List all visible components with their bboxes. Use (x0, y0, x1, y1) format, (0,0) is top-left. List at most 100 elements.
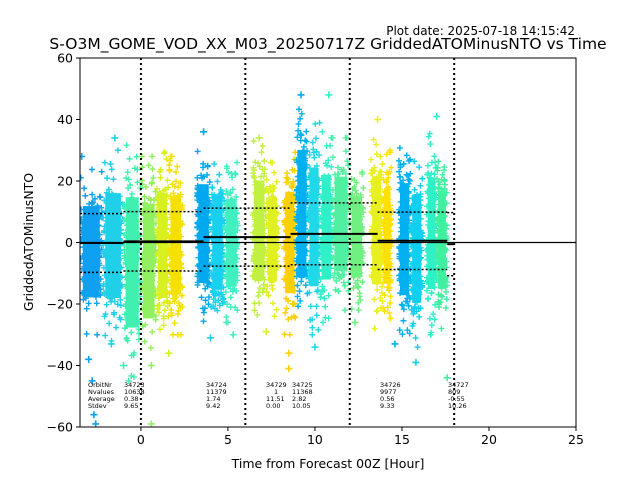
stats-cell: 11368 (292, 388, 313, 396)
scatter-point (378, 213, 385, 220)
scatter-point (357, 247, 364, 254)
scatter-point (140, 288, 147, 295)
scatter-point (405, 302, 412, 309)
scatter-point (381, 292, 388, 299)
scatter-point (203, 171, 210, 178)
scatter-point (85, 226, 92, 233)
scatter-point (97, 194, 104, 201)
scatter-point (194, 148, 201, 155)
scatter-point (273, 246, 280, 253)
scatter-point (309, 331, 316, 338)
scatter-point (124, 169, 131, 176)
scatter-point (175, 255, 182, 262)
outlier-point (433, 112, 441, 120)
outlier-point (147, 420, 155, 427)
scatter-point (412, 197, 419, 204)
x-axis-ticks: 0 5 10 15 20 25 (137, 427, 584, 447)
scatter-point (130, 222, 137, 229)
scatter-point (295, 127, 302, 134)
scatter-point (122, 283, 129, 290)
scatter-point (370, 136, 377, 143)
scatter-point (416, 313, 423, 320)
scatter-point (327, 224, 334, 231)
scatter-point (282, 207, 289, 214)
outlier-point (88, 377, 96, 385)
scatter-point (387, 293, 394, 300)
scatter-point (431, 153, 438, 160)
outlier-point (262, 328, 270, 336)
scatter-point (136, 293, 143, 300)
scatter-point (101, 159, 108, 166)
scatter-point (288, 183, 295, 190)
scatter-point (108, 278, 115, 285)
scatter-point (312, 135, 319, 142)
scatter-point (408, 203, 415, 210)
scatter-point (265, 292, 272, 299)
scatter-point (230, 209, 237, 216)
scatter-point (369, 192, 376, 199)
scatter-point (408, 306, 415, 313)
scatter-point (113, 324, 120, 331)
scatter-point (300, 253, 307, 260)
outlier-point (229, 331, 237, 339)
scatter-point (103, 301, 110, 308)
scatter-point (356, 293, 363, 300)
scatter-point (175, 184, 182, 191)
scatter-point (413, 263, 420, 270)
scatter-point (169, 254, 176, 261)
scatter-point (335, 171, 342, 178)
scatter-point (147, 206, 154, 213)
scatter-point (414, 193, 421, 200)
stats-cell: 1 (274, 388, 278, 396)
scatter-point (388, 243, 395, 250)
scatter-point (293, 224, 300, 231)
x-tick-label: 15 (394, 432, 410, 447)
scatter-band-19 (395, 144, 414, 338)
scatter-point (424, 171, 431, 178)
scatter-point (342, 179, 349, 186)
scatter-point (224, 243, 231, 250)
scatter-point (130, 228, 137, 235)
scatter-band-16 (347, 169, 367, 314)
scatter-point (157, 246, 164, 253)
scatter-point (341, 248, 348, 255)
scatter-point (274, 253, 281, 260)
scatter-point (341, 307, 348, 314)
scatter-point (263, 176, 270, 183)
scatter-point (93, 300, 100, 307)
stats-cell: -0.55 (448, 395, 465, 403)
scatter-point (106, 190, 113, 197)
scatter-point (310, 172, 317, 179)
scatter-point (255, 206, 262, 213)
scatter-point (217, 270, 224, 277)
scatter-point (377, 153, 384, 160)
scatter-point (174, 260, 181, 267)
scatter-point (125, 229, 132, 236)
scatter-point (397, 179, 404, 186)
scatter-point (381, 308, 388, 315)
scatter-point (359, 170, 366, 177)
scatter-point (330, 274, 337, 281)
scatter-point (343, 134, 350, 141)
scatter-point (146, 220, 153, 227)
scatter-point (194, 185, 201, 192)
scatter-point (328, 163, 335, 170)
scatter-point (430, 186, 437, 193)
scatter-point (383, 204, 390, 211)
scatter-point (154, 194, 161, 201)
scatter-point (127, 182, 134, 189)
scatter-point (319, 193, 326, 200)
scatter-point (206, 179, 213, 186)
scatter-point (256, 163, 263, 170)
scatter-point (409, 287, 416, 294)
scatter-point (110, 309, 117, 316)
outlier-point (255, 134, 263, 142)
scatter-point (294, 218, 301, 225)
scatter-point (152, 247, 159, 254)
scatter-point (92, 265, 99, 272)
scatter-point (85, 258, 92, 265)
scatter-point (300, 143, 307, 150)
scatter-point (146, 298, 153, 305)
scatter-point (211, 261, 218, 268)
scatter-point (372, 265, 379, 272)
